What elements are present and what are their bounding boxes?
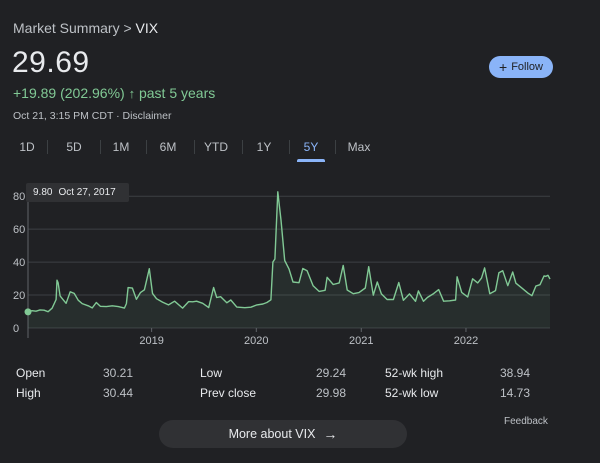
tab-1d[interactable]: 1D [19,140,35,154]
tooltip-value: 9.80 [33,187,53,198]
x-tick-label: 2019 [139,335,163,347]
stat-value-52wk-high: 38.94 [499,366,530,380]
current-price: 29.69 [12,46,90,79]
price-chart[interactable]: 0 20 40 60 80 2019 2020 2021 2022 [0,180,600,355]
tab-5y[interactable]: 5Y [297,134,325,162]
x-tick-label: 2022 [454,335,478,347]
up-arrow-icon: ↑ [128,86,136,101]
stat-label-52wk-low: 52-wk low [385,386,439,400]
more-about-button[interactable]: More about VIX → [159,420,407,448]
tab-1y[interactable]: 1Y [256,140,272,154]
tab-divider [335,140,336,154]
stat-value-high: 30.44 [102,386,133,400]
quote-timestamp: Oct 21, 3:15 PM CDT · Disclaimer [13,110,172,122]
tab-6m[interactable]: 6M [159,140,177,154]
hover-point [24,308,32,316]
feedback-link[interactable]: Feedback [504,416,548,427]
tab-5d[interactable]: 5D [66,140,82,154]
tab-divider [146,140,147,154]
change-value: +19.89 (202.96%) [13,85,125,101]
y-tick-label: 80 [13,191,25,203]
change-period: past 5 years [138,85,216,101]
range-tabs: 1D 5D 1M 6M YTD 1Y 5Y Max [0,134,390,162]
stat-label-high: High [16,386,41,400]
stat-value-52wk-low: 14.73 [499,386,530,400]
stat-label-open: Open [16,366,46,380]
chart-tooltip: 9.80 Oct 27, 2017 [26,183,129,202]
y-tick-label: 0 [13,323,19,335]
stat-value-low: 29.24 [315,366,346,380]
tab-1m[interactable]: 1M [112,140,130,154]
more-about-label: More about VIX [228,427,316,441]
tab-ytd[interactable]: YTD [204,140,228,154]
price-change: +19.89 (202.96%) ↑ past 5 years [13,85,215,101]
tab-max[interactable]: Max [347,140,371,154]
x-tick-label: 2020 [244,335,268,347]
plus-icon: + [499,59,508,75]
y-tick-label: 20 [13,290,25,302]
y-tick-label: 60 [13,224,25,236]
arrow-right-icon: → [323,426,338,442]
tab-divider [100,140,101,154]
tab-divider [289,140,290,154]
stat-label-low: Low [200,366,223,380]
x-tick-label: 2021 [349,335,373,347]
stat-value-open: 30.21 [102,366,133,380]
breadcrumb-current: VIX [135,20,159,36]
breadcrumb: Market Summary > VIX [13,20,158,36]
x-axis-ticks: 2019 2020 2021 2022 [139,328,478,347]
stat-label-52wk-high: 52-wk high [385,366,444,380]
breadcrumb-parent-link[interactable]: Market Summary [13,20,120,36]
series-line [27,191,551,313]
breadcrumb-separator: > [123,20,132,36]
tab-divider [194,140,195,154]
tab-divider [242,140,243,154]
stats-row: High 30.44 Prev close 29.98 52-wk low 14… [0,386,600,404]
series-area [28,191,550,328]
stat-label-prev-close: Prev close [200,386,257,400]
stats-row: Open 30.21 Low 29.24 52-wk high 38.94 [0,366,600,384]
follow-button[interactable]: + Follow [489,56,553,78]
tab-divider [47,140,48,154]
y-tick-label: 40 [13,257,25,269]
tooltip-date: Oct 27, 2017 [58,187,116,198]
follow-label: Follow [511,61,543,73]
y-axis-ticks: 0 20 40 60 80 [13,191,25,335]
stat-value-prev-close: 29.98 [315,386,346,400]
